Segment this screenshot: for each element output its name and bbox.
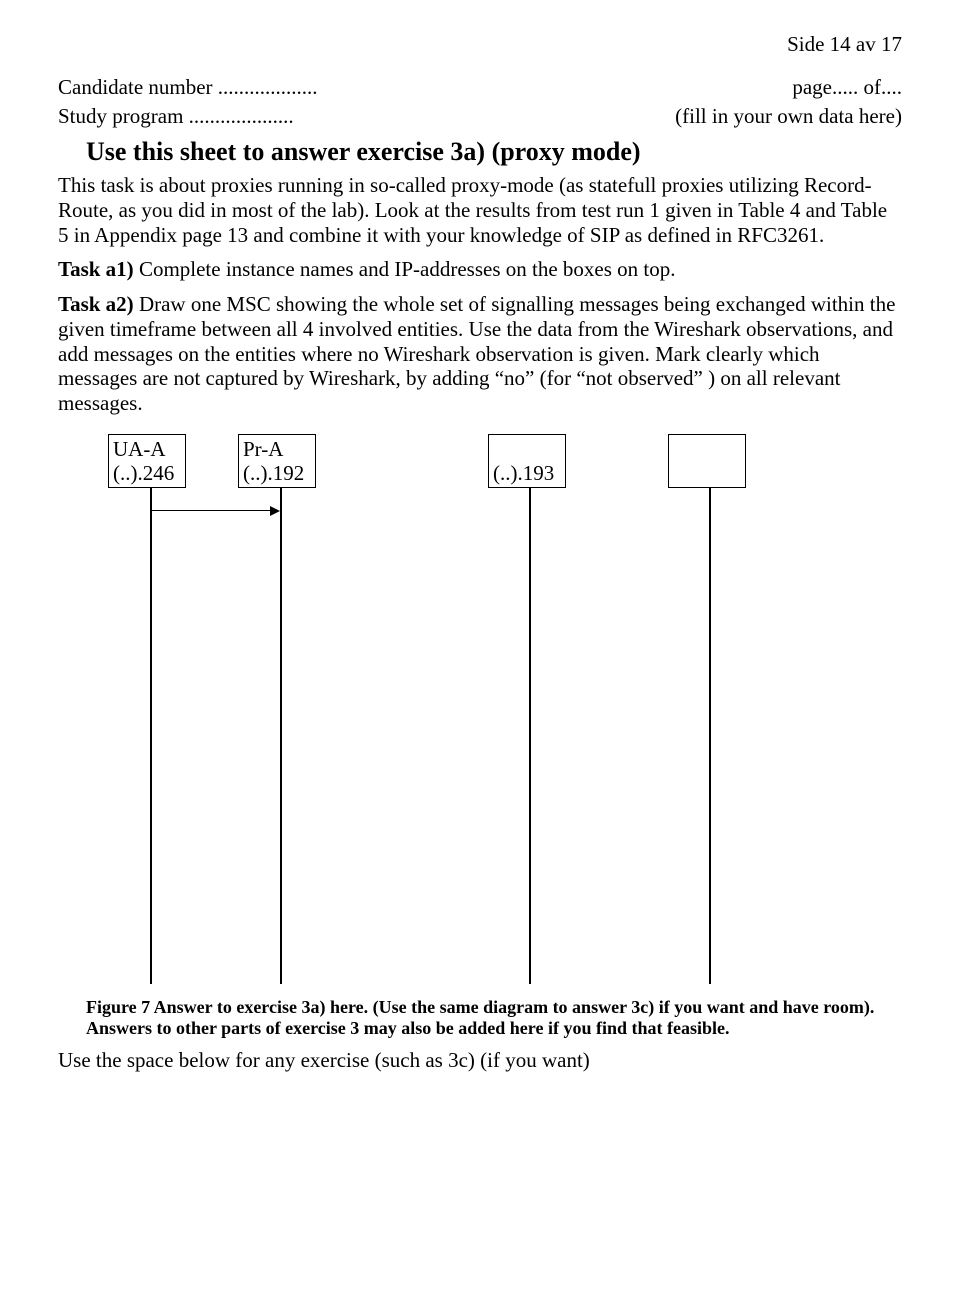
msc-arrow-head — [270, 506, 280, 516]
entity-name-1: Pr-A — [243, 437, 311, 461]
entity-name-2 — [493, 437, 561, 461]
task-a2-paragraph: Task a2) Draw one MSC showing the whole … — [58, 292, 902, 416]
header-row-2: Study program .................... (fill… — [58, 104, 902, 129]
entity-1: Pr-A(..).192 — [238, 434, 316, 488]
msc-diagram: UA-A(..).246 Pr-A(..).192 (..).193 — [88, 434, 848, 989]
lifeline-1 — [280, 488, 282, 984]
entity-ip-2: (..).193 — [493, 461, 561, 485]
entity-0: UA-A(..).246 — [108, 434, 186, 488]
entity-ip-3 — [673, 461, 741, 485]
entity-box-2: (..).193 — [488, 434, 566, 488]
page-marker: Side 14 av 17 — [58, 32, 902, 57]
entity-2: (..).193 — [488, 434, 566, 488]
study-program-label: Study program .................... — [58, 104, 294, 129]
intro-paragraph: This task is about proxies running in so… — [58, 173, 902, 247]
entity-box-1: Pr-A(..).192 — [238, 434, 316, 488]
entity-ip-1: (..).192 — [243, 461, 311, 485]
lifeline-0 — [150, 488, 152, 984]
msc-arrow-line — [150, 510, 276, 512]
entity-name-0: UA-A — [113, 437, 181, 461]
figure-caption: Figure 7 Answer to exercise 3a) here. (U… — [86, 997, 902, 1040]
task-a1-text: Complete instance names and IP-addresses… — [134, 257, 676, 281]
footer-instruction: Use the space below for any exercise (su… — [58, 1048, 902, 1073]
page-of-label: page..... of.... — [792, 75, 902, 100]
task-a2-text: Draw one MSC showing the whole set of si… — [58, 292, 895, 415]
entity-box-0: UA-A(..).246 — [108, 434, 186, 488]
entity-name-3 — [673, 437, 741, 461]
header-row-1: Candidate number ................... pag… — [58, 75, 902, 100]
task-a2-label: Task a2) — [58, 292, 134, 316]
lifeline-2 — [529, 488, 531, 984]
fill-in-label: (fill in your own data here) — [675, 104, 902, 129]
task-a1-label: Task a1) — [58, 257, 134, 281]
entity-ip-0: (..).246 — [113, 461, 181, 485]
entity-box-3 — [668, 434, 746, 488]
sheet-title: Use this sheet to answer exercise 3a) (p… — [86, 137, 902, 167]
task-a1-paragraph: Task a1) Complete instance names and IP-… — [58, 257, 902, 282]
candidate-number-label: Candidate number ................... — [58, 75, 318, 100]
entity-3 — [668, 434, 746, 488]
lifeline-3 — [709, 488, 711, 984]
